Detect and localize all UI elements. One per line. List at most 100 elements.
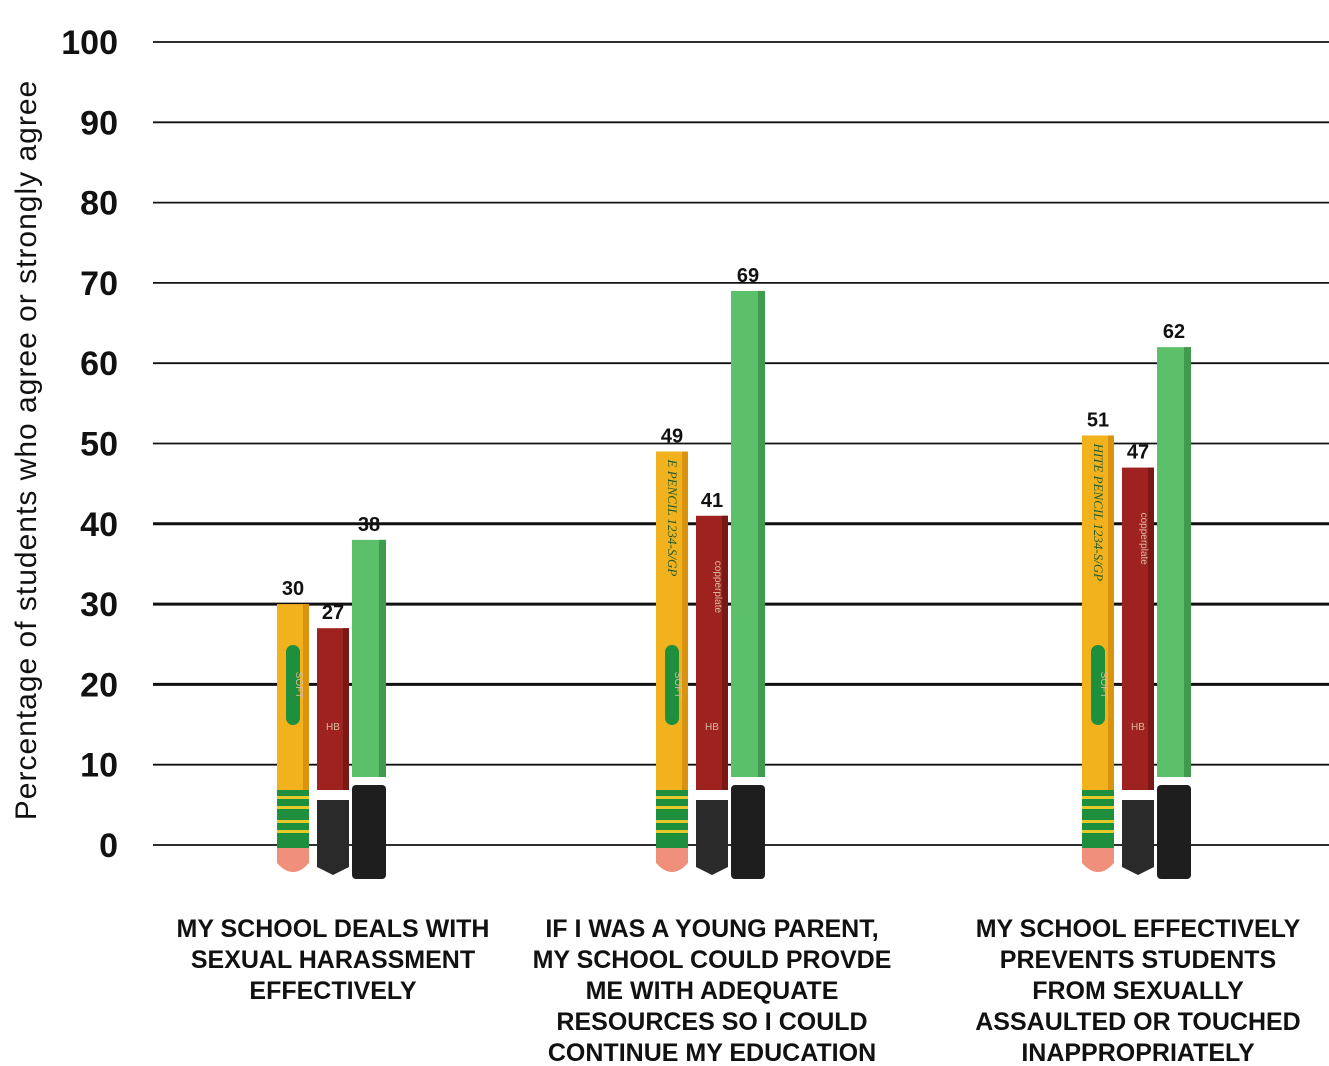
pencil-band bbox=[317, 790, 349, 800]
bars: SOFT 30 SOFT E PENCIL 1234-S/GP 49 SOFT HITE P… bbox=[277, 265, 1191, 879]
ferrule-band bbox=[1082, 830, 1114, 833]
pencil-brand-text: E PENCIL 1234-S/GP bbox=[665, 459, 680, 577]
category-label-line: MY SCHOOL DEALS WITH bbox=[177, 915, 490, 943]
data-label: 38 bbox=[358, 514, 380, 536]
category-labels: MY SCHOOL DEALS WITH SEXUAL HARASSMENT EFF… bbox=[177, 915, 1301, 1066]
hb-label: HB bbox=[705, 722, 719, 733]
pencil-eraser bbox=[656, 848, 688, 872]
y-axis-title: Percentage of students who agree or stro… bbox=[10, 80, 43, 820]
y-tick-label: 0 bbox=[99, 827, 118, 865]
category-label: MY SCHOOL DEALS WITH SEXUAL HARASSMENT EFF… bbox=[177, 915, 490, 1005]
ferrule-band bbox=[277, 820, 309, 823]
y-tick-label: 100 bbox=[61, 24, 118, 62]
crayon-base bbox=[352, 785, 386, 879]
crayon-base bbox=[731, 785, 765, 879]
category-label-line: FROM SEXUALLY bbox=[1032, 977, 1244, 1005]
ferrule-band bbox=[656, 830, 688, 833]
ferrule-band bbox=[277, 806, 309, 809]
pencil-band bbox=[696, 790, 728, 800]
soft-label: SOFT bbox=[672, 672, 683, 699]
y-tick-label: 40 bbox=[80, 506, 118, 544]
ferrule-band bbox=[1082, 796, 1114, 799]
pencil-band bbox=[1122, 790, 1154, 800]
y-tick-label: 90 bbox=[80, 104, 118, 142]
category-label: MY SCHOOL EFFECTIVELY PREVENTS STUDENTS FR… bbox=[975, 915, 1300, 1066]
pencil-brand-text: HITE PENCIL 1234-S/GP bbox=[1091, 442, 1106, 581]
pencil-ferrule bbox=[277, 790, 309, 848]
soft-label: SOFT bbox=[1098, 672, 1109, 699]
pencil-tip bbox=[1122, 800, 1154, 875]
crayon-base bbox=[1157, 785, 1191, 879]
crayon-band bbox=[1157, 777, 1191, 785]
y-tick-label: 30 bbox=[80, 586, 118, 624]
crayon-shade bbox=[379, 539, 386, 777]
y-axis-ticks: 0 10 20 30 40 50 60 70 80 90 100 bbox=[61, 24, 118, 865]
pencil-tip bbox=[696, 800, 728, 875]
category-label-line: CONTINUE MY EDUCATION bbox=[548, 1039, 876, 1066]
crayon-shade bbox=[758, 290, 765, 777]
category-label-line: SEXUAL HARASSMENT bbox=[191, 946, 475, 974]
y-tick-label: 60 bbox=[80, 345, 118, 383]
data-label: 27 bbox=[322, 602, 344, 624]
pencil-tip bbox=[317, 800, 349, 875]
category-label-line: MY SCHOOL EFFECTIVELY bbox=[976, 915, 1301, 943]
soft-badge bbox=[665, 645, 679, 725]
pencil-shade bbox=[343, 628, 349, 790]
bar: SOFT HITE PENCIL 1234-S/GP bbox=[1082, 435, 1114, 872]
y-tick-label: 50 bbox=[80, 426, 118, 464]
category-label-line: PREVENTS STUDENTS bbox=[1000, 946, 1276, 974]
data-label: 47 bbox=[1127, 442, 1149, 464]
category-label-line: EFFECTIVELY bbox=[249, 977, 416, 1005]
bar: HB copperplate bbox=[696, 515, 728, 875]
category-label-line: RESOURCES SO I COULD bbox=[556, 1008, 867, 1036]
ferrule-band bbox=[656, 796, 688, 799]
hb-label: HB bbox=[1131, 722, 1145, 733]
pencil-shade bbox=[1148, 467, 1154, 790]
category-label-line: ASSAULTED OR TOUCHED bbox=[975, 1008, 1300, 1036]
pencil-shade bbox=[722, 515, 728, 790]
data-label: 41 bbox=[701, 490, 723, 512]
y-tick-label: 70 bbox=[80, 265, 118, 303]
category-label-line: INAPPROPRIATELY bbox=[1021, 1039, 1255, 1066]
category-label: IF I WAS A YOUNG PARENT, MY SCHOOL COULD … bbox=[533, 915, 892, 1066]
soft-badge bbox=[1091, 645, 1105, 725]
data-label: 30 bbox=[282, 578, 304, 600]
pencil-shade bbox=[682, 451, 688, 790]
data-label: 69 bbox=[737, 265, 759, 287]
y-tick-label: 20 bbox=[80, 666, 118, 704]
bar: HB copperplate bbox=[1122, 467, 1154, 875]
pencil-eraser bbox=[1082, 848, 1114, 872]
pencil-shade bbox=[1108, 435, 1114, 790]
data-label: 49 bbox=[661, 426, 683, 448]
y-tick-label: 80 bbox=[80, 185, 118, 223]
ferrule-band bbox=[656, 820, 688, 823]
ferrule-band bbox=[1082, 806, 1114, 809]
crayon-band bbox=[352, 777, 386, 785]
pencil-shade bbox=[303, 604, 309, 790]
ferrule-band bbox=[656, 806, 688, 809]
bar bbox=[1157, 347, 1191, 879]
bar: HB bbox=[317, 628, 349, 875]
hb-label: HB bbox=[326, 722, 340, 733]
crayon-band bbox=[731, 777, 765, 785]
bar bbox=[352, 539, 386, 879]
soft-label: SOFT bbox=[293, 672, 304, 699]
data-label: 62 bbox=[1163, 321, 1185, 343]
ferrule-band bbox=[277, 796, 309, 799]
bar bbox=[731, 290, 765, 879]
bar: SOFT E PENCIL 1234-S/GP bbox=[656, 451, 688, 872]
pencil-ferrule bbox=[656, 790, 688, 848]
bar: SOFT bbox=[277, 604, 309, 872]
ferrule-band bbox=[277, 830, 309, 833]
copperplate-text: copperplate bbox=[712, 561, 723, 614]
copperplate-text: copperplate bbox=[1138, 513, 1149, 566]
pencil-eraser bbox=[277, 848, 309, 872]
crayon-shade bbox=[1184, 347, 1191, 777]
y-tick-label: 10 bbox=[80, 747, 118, 785]
category-label-line: ME WITH ADEQUATE bbox=[586, 977, 839, 1005]
category-label-line: MY SCHOOL COULD PROVDE bbox=[533, 946, 892, 974]
pencil-ferrule bbox=[1082, 790, 1114, 848]
soft-badge bbox=[286, 645, 300, 725]
category-label-line: IF I WAS A YOUNG PARENT, bbox=[545, 915, 878, 943]
